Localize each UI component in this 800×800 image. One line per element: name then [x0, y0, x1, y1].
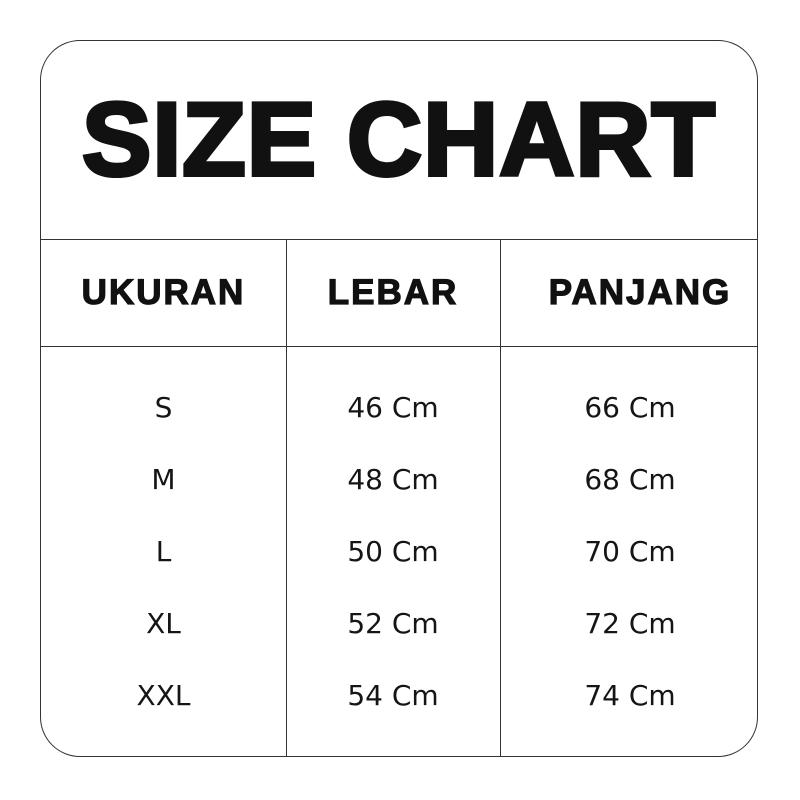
divider	[500, 239, 501, 756]
cell-panjang: 66 Cm	[584, 390, 676, 424]
cell-lebar: 54 Cm	[347, 678, 439, 712]
divider	[286, 239, 287, 756]
cell-size: M	[151, 462, 176, 496]
divider	[41, 346, 757, 347]
cell-panjang: 68 Cm	[584, 462, 676, 496]
cell-panjang: 74 Cm	[584, 678, 676, 712]
cell-size: XXL	[136, 678, 191, 712]
cell-size: S	[154, 390, 173, 424]
header-lebar: LEBAR	[327, 272, 459, 312]
cell-lebar: 52 Cm	[347, 606, 439, 640]
cell-lebar: 48 Cm	[347, 462, 439, 496]
cell-lebar: 50 Cm	[347, 534, 439, 568]
divider	[41, 239, 757, 240]
header-panjang: PANJANG	[548, 272, 732, 312]
size-chart-card: SIZE CHART UKURAN LEBAR PANJANG S 46 Cm 66…	[40, 40, 758, 757]
cell-panjang: 70 Cm	[584, 534, 676, 568]
header-ukuran: UKURAN	[81, 272, 246, 312]
cell-size: L	[155, 534, 172, 568]
cell-panjang: 72 Cm	[584, 606, 676, 640]
cell-lebar: 46 Cm	[347, 390, 439, 424]
size-chart-title: SIZE CHART	[80, 80, 717, 200]
cell-size: XL	[146, 606, 181, 640]
